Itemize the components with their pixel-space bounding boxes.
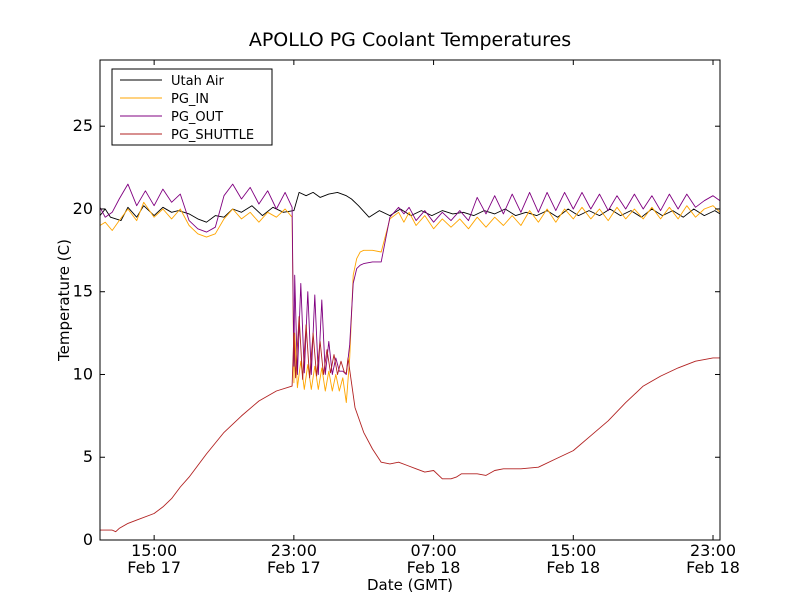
x-tick-label-date: Feb 17	[267, 558, 321, 577]
series-line-utah-air	[99, 191, 721, 223]
legend-label-pg-in: PG_IN	[171, 92, 209, 107]
legend-label-pg-out: PG_OUT	[171, 110, 223, 125]
x-tick-label-time: 23:00	[271, 541, 317, 560]
y-tick-label: 10	[73, 364, 93, 383]
x-axis-label: Date (GMT)	[367, 576, 453, 594]
y-tick-label: 0	[83, 530, 93, 549]
legend-box	[111, 68, 273, 146]
x-tick-label-date: Feb 18	[546, 558, 600, 577]
y-tick-label: 5	[83, 447, 93, 466]
series-line-pg-shuttle	[100, 316, 720, 533]
legend-label-utah-air: Utah Air	[171, 74, 224, 89]
series-line-pg-out	[99, 183, 721, 375]
chart-title: APOLLO PG Coolant Temperatures	[249, 29, 571, 51]
x-tick-label-time: 23:00	[690, 541, 736, 560]
x-tick-label-date: Feb 17	[127, 558, 181, 577]
x-tick-label-date: Feb 18	[407, 558, 461, 577]
x-tick-label-time: 15:00	[131, 541, 177, 560]
x-tick-label-date: Feb 18	[686, 558, 740, 577]
x-tick-label-time: 15:00	[550, 541, 596, 560]
series-line-pg-in	[99, 201, 721, 404]
y-tick-label: 25	[73, 116, 93, 135]
y-tick-label: 15	[73, 282, 93, 301]
legend-label-pg-shuttle: PG_SHUTTLE	[171, 128, 254, 143]
y-tick-label: 20	[73, 199, 93, 218]
legend: Utah Air PG_IN PG_OUT PG_SHUTTLE	[111, 68, 273, 146]
x-tick-label-time: 07:00	[411, 541, 457, 560]
y-axis-label: Temperature (C)	[55, 239, 73, 362]
series-layer	[99, 183, 721, 533]
plot-area-frame	[99, 59, 721, 541]
